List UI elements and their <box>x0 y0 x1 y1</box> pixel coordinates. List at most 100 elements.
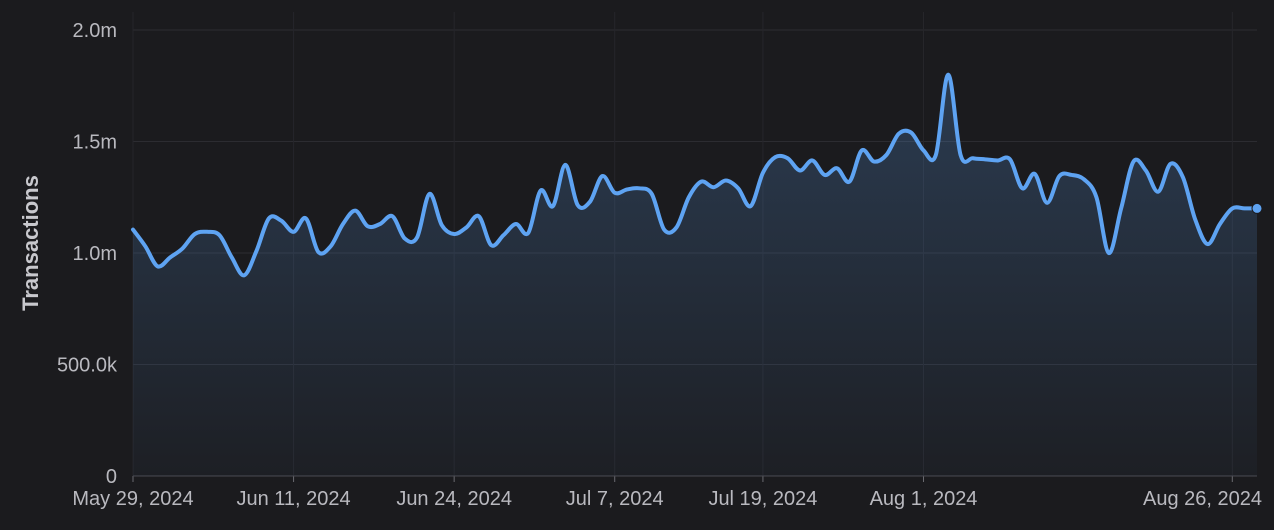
series-area <box>133 74 1257 476</box>
data-point <box>1193 218 1197 222</box>
data-point <box>217 233 221 237</box>
data-point <box>934 153 938 157</box>
data-point <box>1131 160 1135 164</box>
data-point <box>1230 206 1234 210</box>
x-axis-tick-labels: May 29, 2024 Jun 11, 2024 Jun 24, 2024 Jul … <box>72 488 1262 510</box>
data-point <box>576 203 580 207</box>
data-point <box>539 189 543 193</box>
data-point <box>180 247 184 251</box>
data-point <box>786 156 790 160</box>
data-point <box>477 214 481 218</box>
area-fill-layer <box>133 74 1257 476</box>
data-point <box>378 222 382 226</box>
data-point <box>674 225 678 229</box>
data-point <box>390 214 394 218</box>
last-point-marker <box>1251 202 1263 214</box>
y-tick-label: 1.0m <box>73 243 117 265</box>
data-point <box>996 158 1000 162</box>
data-point <box>1070 173 1074 177</box>
data-point <box>1033 172 1037 176</box>
data-point <box>255 249 259 253</box>
data-point <box>551 204 555 208</box>
data-point <box>502 233 506 237</box>
y-tick-label: 500.0k <box>57 355 118 377</box>
x-tick-label: Jun 24, 2024 <box>396 488 512 510</box>
x-tick-label: Jun 11, 2024 <box>236 488 350 510</box>
data-point <box>242 273 246 277</box>
data-point <box>983 157 987 161</box>
data-point <box>662 228 666 232</box>
data-point <box>736 186 740 190</box>
x-tick-label: Aug 1, 2024 <box>870 488 978 510</box>
data-point <box>1082 177 1086 181</box>
data-point <box>1243 206 1247 210</box>
data-point <box>946 73 950 77</box>
data-point <box>156 264 160 268</box>
data-point <box>1020 186 1024 190</box>
data-point <box>415 235 419 239</box>
data-point <box>588 200 592 204</box>
data-point <box>847 180 851 184</box>
data-point <box>341 222 345 226</box>
data-point <box>860 148 864 152</box>
y-tick-label: 0 <box>106 466 117 488</box>
data-point <box>526 231 530 235</box>
data-point <box>353 209 357 213</box>
data-point <box>884 153 888 157</box>
data-point <box>761 171 765 175</box>
data-point <box>427 192 431 196</box>
data-point <box>625 187 629 191</box>
data-point <box>650 192 654 196</box>
data-point <box>205 230 209 234</box>
data-point <box>267 216 271 220</box>
data-point <box>366 224 370 228</box>
x-tick-label: Jul 19, 2024 <box>708 488 817 510</box>
data-point <box>810 158 814 162</box>
data-point <box>329 244 333 248</box>
data-point <box>909 131 913 135</box>
data-point <box>823 173 827 177</box>
x-tick-label: Jul 7, 2024 <box>566 488 664 510</box>
data-point <box>724 179 728 183</box>
y-axis-title: Transactions <box>18 175 43 311</box>
data-point <box>872 160 876 164</box>
data-point <box>1181 175 1185 179</box>
x-tick-label: May 29, 2024 <box>72 488 193 510</box>
data-point <box>600 174 604 178</box>
y-axis-tick-labels: 0 500.0k 1.0m 1.5m 2.0m <box>57 20 118 488</box>
data-point <box>1008 157 1012 161</box>
data-point <box>403 237 407 241</box>
data-point <box>959 153 963 157</box>
y-tick-label: 1.5m <box>73 132 117 154</box>
data-point <box>304 216 308 220</box>
data-point <box>712 185 716 189</box>
data-point <box>193 232 197 236</box>
data-point <box>1094 195 1098 199</box>
data-point <box>1045 201 1049 205</box>
data-point <box>971 156 975 160</box>
data-point <box>1218 222 1222 226</box>
data-point <box>773 155 777 159</box>
data-point <box>1206 242 1210 246</box>
data-point <box>922 148 926 152</box>
y-tick-label: 2.0m <box>73 20 117 42</box>
x-tick-label: Aug 26, 2024 <box>1143 488 1262 510</box>
data-point <box>613 191 617 195</box>
data-point <box>279 219 283 223</box>
data-point <box>316 250 320 254</box>
data-point <box>563 163 567 167</box>
data-point <box>699 180 703 184</box>
data-point <box>897 132 901 136</box>
data-point <box>687 195 691 199</box>
data-point <box>1119 206 1123 210</box>
data-point <box>440 223 444 227</box>
data-point <box>1107 251 1111 255</box>
series-line-layer <box>131 72 1259 278</box>
data-point <box>637 186 641 190</box>
data-point <box>143 244 147 248</box>
data-point <box>749 204 753 208</box>
data-point <box>1057 174 1061 178</box>
data-point <box>835 166 839 170</box>
series-line <box>131 72 1259 278</box>
